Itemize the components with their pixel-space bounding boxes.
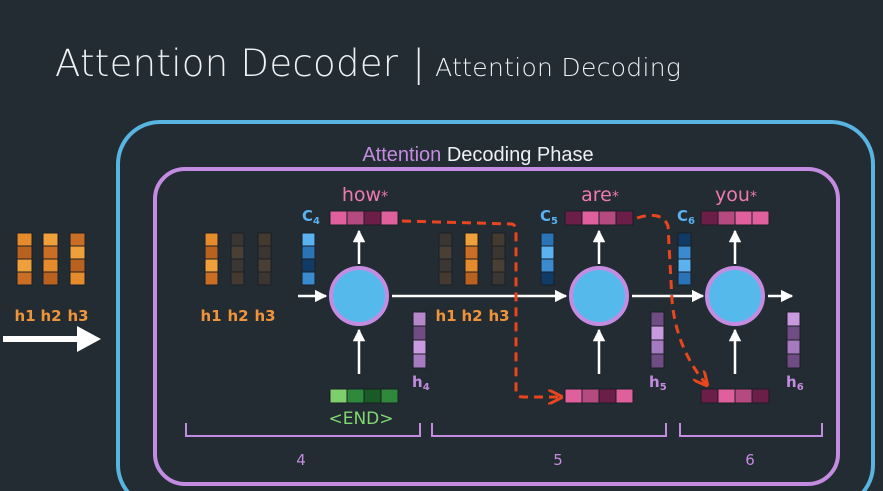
step6-context-label-sub: 6 — [688, 216, 695, 227]
step5-output-vector — [564, 210, 634, 226]
step4-context-label-base: C — [302, 207, 313, 225]
step6-hidden-state-label-base: h — [786, 373, 797, 391]
step4-attention-h2-vector — [230, 232, 245, 286]
step4-output-word-star: * — [381, 189, 388, 205]
feedback-arrow-how-to-step5 — [401, 219, 560, 397]
step5-label-h3: h3 — [488, 307, 509, 325]
step4-label-h3: h3 — [254, 307, 275, 325]
step6-hidden-state-label: h6 — [786, 373, 804, 393]
step4-context-label: C4 — [302, 207, 320, 227]
step4-hidden-state-label: h4 — [412, 373, 430, 393]
decoding-phase-box — [153, 167, 840, 486]
step4-context-vector — [301, 232, 316, 286]
step5-hidden-state-label-base: h — [649, 373, 660, 391]
step4-input-token: <END> — [328, 409, 393, 429]
title-subtitle: Attention Decoding — [435, 53, 682, 82]
outer-decoder-box — [116, 120, 875, 491]
step6-output-word-text: you — [715, 184, 750, 206]
step6-rnn-node — [705, 266, 765, 326]
title-separator: | — [412, 42, 426, 85]
encoder-label-h1: h1 — [14, 307, 35, 325]
step4-output-vector — [329, 210, 399, 226]
step6-context-label-base: C — [677, 207, 688, 225]
step4-output-word-text: how — [342, 184, 381, 206]
feedback-arrow-are-to-step6 — [636, 213, 706, 384]
encoder-to-decoder-arrow — [3, 326, 101, 352]
step4-input-vector — [329, 388, 399, 404]
step5-context-label: C5 — [540, 207, 558, 227]
step4-attention-h1-vector — [204, 232, 219, 286]
step6-context-label: C6 — [677, 207, 695, 227]
timestep-label-6: 6 — [745, 451, 755, 469]
timestep-bracket-4 — [185, 423, 421, 437]
encoder-label-h3: h3 — [67, 307, 88, 325]
timestep-bracket-6 — [679, 423, 823, 437]
title-main-text: Attention Decoder — [55, 42, 399, 85]
step4-hidden-state-vector — [412, 311, 427, 369]
step5-context-label-sub: 5 — [551, 216, 558, 227]
step5-output-word: are* — [581, 184, 619, 206]
step5-input-vector — [564, 388, 634, 404]
step5-context-vector — [540, 232, 555, 286]
step4-context-label-sub: 4 — [313, 216, 320, 227]
encoder-h2-vector — [42, 232, 59, 286]
step5-hidden-state-vector — [650, 311, 665, 369]
step6-output-word: you* — [715, 184, 757, 206]
step4-hidden-state-label-base: h — [412, 373, 423, 391]
step6-hidden-state-label-sub: 6 — [797, 382, 804, 393]
step5-attention-h2-vector — [464, 232, 479, 286]
step4-attention-h3-vector — [257, 232, 272, 286]
encoder-label-h2: h2 — [40, 307, 61, 325]
step5-rnn-node — [569, 266, 629, 326]
step5-attention-h1-vector — [438, 232, 453, 286]
timestep-label-5: 5 — [553, 451, 563, 469]
slide-title: Attention Decoder | Attention Decoding — [55, 42, 681, 85]
step5-context-label-base: C — [540, 207, 551, 225]
step4-label-h2: h2 — [227, 307, 248, 325]
encoder-h1-vector — [16, 232, 33, 286]
encoder-h3-vector — [69, 232, 86, 286]
step4-label-h1: h1 — [200, 307, 221, 325]
step4-output-word: how* — [342, 184, 388, 206]
step5-output-word-text: are — [581, 184, 612, 206]
phase-title-attention: Attention — [362, 144, 441, 166]
timestep-label-4: 4 — [296, 451, 306, 469]
step5-output-word-star: * — [612, 189, 619, 205]
step6-hidden-state-vector — [786, 311, 801, 369]
step6-output-vector — [700, 210, 770, 226]
step5-label-h1: h1 — [435, 307, 456, 325]
phase-title: Attention Decoding Phase — [362, 144, 593, 166]
step6-output-word-star: * — [750, 189, 757, 205]
step5-label-h2: h2 — [461, 307, 482, 325]
step5-attention-h3-vector — [491, 232, 506, 286]
step5-hidden-state-label-sub: 5 — [660, 382, 667, 393]
step4-rnn-node — [329, 266, 389, 326]
step5-hidden-state-label: h5 — [649, 373, 667, 393]
timestep-bracket-5 — [431, 423, 667, 437]
phase-title-rest: Decoding Phase — [447, 144, 594, 166]
step6-input-vector — [700, 388, 770, 404]
step6-context-vector — [677, 232, 692, 286]
step4-hidden-state-label-sub: 4 — [423, 382, 430, 393]
